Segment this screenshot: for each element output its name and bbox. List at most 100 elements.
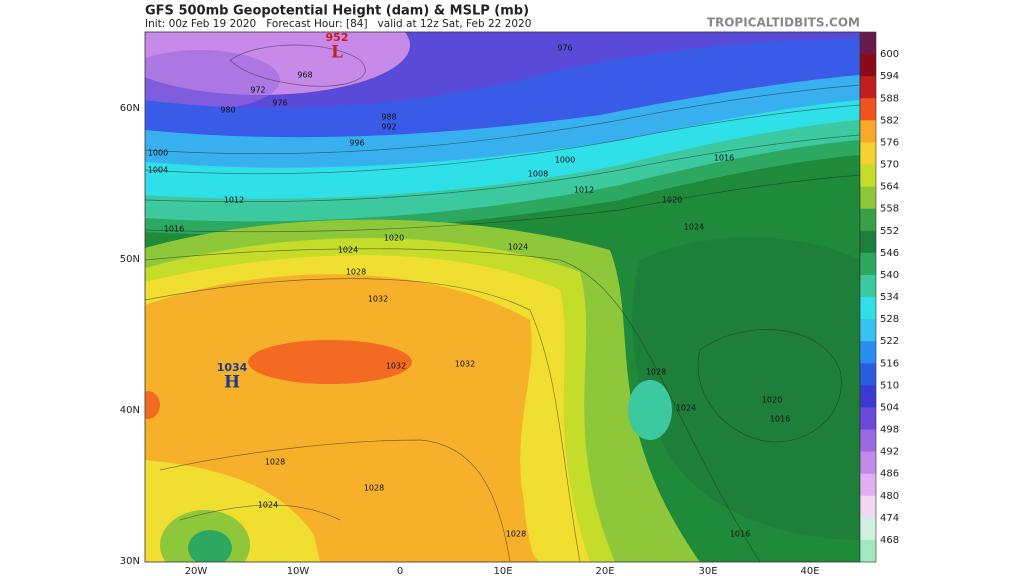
map (145, 32, 860, 562)
colorbar-cell (860, 319, 876, 342)
isobar-label: 1016 (714, 154, 734, 163)
isobar-label: 988 (381, 113, 396, 122)
title: GFS 500mb Geopotential Height (dam) & MS… (145, 4, 529, 19)
colorbar-label: 564 (880, 182, 899, 193)
lat-label: 50N (120, 254, 140, 265)
isobar-label: 972 (250, 86, 265, 95)
lon-label: 30E (698, 566, 717, 576)
isobar-label: 976 (557, 44, 572, 53)
lon-label: 40E (800, 566, 819, 576)
isobar (145, 84, 860, 155)
isobar-label: 1016 (770, 415, 790, 424)
lon-label: 10E (493, 566, 512, 576)
colorbar-cell (860, 98, 876, 121)
center-pressure: 952 (326, 31, 349, 44)
isobar-label: 1028 (265, 458, 285, 467)
fill-band (145, 391, 160, 419)
colorbar-cell (860, 473, 876, 497)
center-symbol: L (331, 43, 343, 63)
colorbar-label: 552 (880, 226, 899, 237)
lon-label: 20W (185, 566, 208, 576)
isobar-label: 1032 (368, 295, 388, 304)
isobar-label: 976 (272, 99, 287, 108)
colorbar-cell (860, 274, 876, 298)
colorbar-label: 576 (880, 137, 899, 148)
isobar (697, 329, 842, 443)
colorbar-cell (860, 76, 876, 99)
fill-band (300, 457, 540, 562)
lat-label: 40N (120, 405, 140, 416)
colorbar-label: 492 (880, 447, 899, 458)
isobar (229, 44, 366, 87)
center-symbol: H (224, 373, 240, 393)
colorbar-cell (860, 252, 876, 276)
isobar-label: 1024 (676, 404, 696, 413)
colorbar-cell (860, 407, 876, 430)
isobar (145, 248, 761, 562)
isobar-label: 1028 (506, 530, 526, 539)
isobar-label: 1000 (555, 156, 575, 165)
isobar-label: 1028 (346, 268, 366, 277)
colorbar-label: 486 (880, 469, 899, 480)
isobar-label: 992 (381, 123, 396, 132)
isobar-label: 1000 (148, 149, 168, 158)
colorbar-cell (860, 120, 876, 143)
colorbar-label: 582 (880, 115, 899, 126)
isobar (159, 439, 511, 562)
colorbar-label: 600 (880, 49, 899, 60)
fill-band (248, 340, 412, 384)
colorbar-label: 594 (880, 71, 899, 82)
isobar-label: 1024 (258, 501, 278, 510)
colorbar-cell (860, 208, 876, 232)
colorbar-label: 480 (880, 491, 899, 502)
lon-label: 20E (595, 566, 614, 576)
isobar (179, 504, 341, 521)
isobar (145, 278, 581, 562)
credit: TROPICALTIDBITS.COM (707, 16, 860, 30)
isobar-label: 1028 (646, 368, 666, 377)
fill-band (188, 530, 232, 562)
isobar (145, 134, 860, 203)
isobar-label: 968 (297, 71, 312, 80)
colorbar-cell (860, 385, 876, 408)
colorbar-label: 558 (880, 204, 899, 215)
fill-band (628, 380, 672, 440)
isobar-label: 996 (349, 139, 364, 148)
isobar-label: 1020 (762, 396, 782, 405)
colorbar-cell (860, 363, 876, 386)
colorbar-cell (860, 341, 876, 364)
colorbar-cell (860, 32, 876, 55)
colorbar-label: 474 (880, 513, 899, 524)
colorbar-label: 522 (880, 336, 899, 347)
colorbar-label: 498 (880, 425, 899, 436)
colorbar-cell (860, 230, 876, 254)
isobar-label: 1020 (384, 234, 404, 243)
isobar-label: 1032 (455, 360, 475, 369)
colorbar-label: 540 (880, 270, 899, 281)
isobar-label: 980 (220, 106, 235, 115)
isobar-label: 1004 (148, 166, 168, 175)
isobar-label: 1032 (386, 362, 406, 371)
colorbar-cell (860, 429, 876, 453)
colorbar-cell (860, 297, 876, 320)
colorbar-cell (860, 451, 876, 475)
lat-label: 30N (120, 556, 140, 567)
colorbar-label: 546 (880, 248, 899, 259)
colorbar-cell (860, 517, 876, 541)
lon-label: 0 (397, 566, 403, 576)
subtitle: Init: 00z Feb 19 2020 Forecast Hour: [84… (145, 18, 531, 30)
isobar-label: 1024 (508, 243, 528, 252)
colorbar-label: 516 (880, 358, 899, 369)
colorbar-cell (860, 186, 876, 210)
colorbar-cell (860, 495, 876, 519)
isobar-label: 1016 (164, 225, 184, 234)
colorbar-label: 534 (880, 292, 899, 303)
isobar-label: 1024 (338, 246, 358, 255)
colorbar-frame (859, 31, 877, 563)
colorbar-cell (860, 54, 876, 77)
isobar-label: 1012 (224, 196, 244, 205)
isobar-label: 1016 (730, 530, 750, 539)
isobar-label: 1020 (662, 196, 682, 205)
lon-label: 10W (287, 566, 310, 576)
colorbar-label: 588 (880, 93, 899, 104)
